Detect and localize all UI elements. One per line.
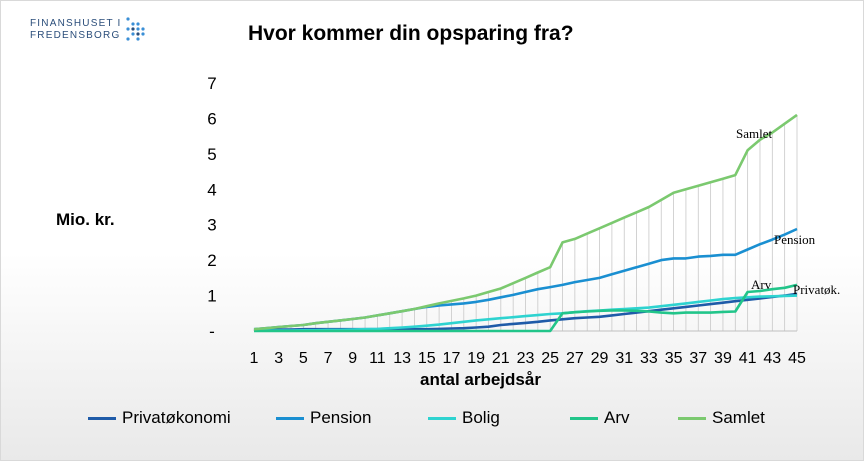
x-tick-label: 1 <box>250 350 259 367</box>
x-tick-label: 9 <box>348 350 357 367</box>
x-tick-label: 5 <box>299 350 308 367</box>
legend-swatch <box>428 416 456 420</box>
legend: Privatøkonomi Pension Bolig Arv Samlet <box>88 408 808 432</box>
y-tick-label: 1 <box>207 287 216 306</box>
company-logo: FINANSHUSET I FREDENSBORG <box>30 17 145 42</box>
x-tick-label: 3 <box>274 350 283 367</box>
x-tick-label: 21 <box>492 350 510 367</box>
legend-swatch <box>88 416 116 420</box>
x-tick-label: 7 <box>324 350 333 367</box>
legend-label: Arv <box>604 408 630 427</box>
y-tick-label: 6 <box>207 109 216 128</box>
x-tick-label: 19 <box>467 350 485 367</box>
chart-title: Hvor kommer din opsparing fra? <box>248 22 574 45</box>
x-tick-label: 11 <box>369 350 386 367</box>
legend-swatch <box>570 416 598 420</box>
x-tick-label: 25 <box>541 350 559 367</box>
x-tick-label: 29 <box>591 350 609 367</box>
legend-swatch <box>678 416 706 420</box>
x-tick-label: 41 <box>739 350 757 367</box>
legend-label: Pension <box>310 408 372 427</box>
y-tick-label: 7 <box>207 74 216 93</box>
x-tick-label: 45 <box>788 350 806 367</box>
x-tick-label: 33 <box>640 350 658 367</box>
x-tick-label: 35 <box>665 350 683 367</box>
vertical-gridlines <box>253 114 798 332</box>
legend-item: Arv <box>570 408 630 428</box>
annotation-label: Samlet <box>736 126 772 141</box>
logo-line-2: FREDENSBORG <box>30 30 121 41</box>
x-tick-label: 13 <box>393 350 411 367</box>
legend-item: Bolig <box>428 408 500 428</box>
x-tick-label: 31 <box>615 350 633 367</box>
x-tick-label: 43 <box>763 350 781 367</box>
legend-swatch <box>276 416 304 420</box>
x-tick-label: 37 <box>689 350 707 367</box>
x-tick-label: 17 <box>443 350 461 367</box>
y-tick-label: - <box>209 322 215 341</box>
logo-dots-icon <box>126 17 145 41</box>
annotation-label: Pension <box>774 232 816 247</box>
legend-label: Samlet <box>712 408 765 427</box>
x-tick-labels: 1 3 5 7 9 11 13 15 17 19 21 23 25 27 29 31 33 35 37 39 41 43 4… <box>250 350 806 367</box>
y-tick-label: 3 <box>207 216 216 235</box>
x-axis-label: antal arbejdsår <box>420 370 541 389</box>
y-tick-label: 2 <box>207 251 216 270</box>
logo-line-1: FINANSHUSET I <box>30 18 122 29</box>
x-tick-label: 27 <box>566 350 584 367</box>
annotation-label: Privatøk. <box>793 282 840 297</box>
legend-item: Privatøkonomi <box>88 408 231 428</box>
y-tick-label: 4 <box>207 180 216 199</box>
legend-label: Bolig <box>462 408 500 427</box>
series-lines <box>253 113 798 333</box>
annotations: Samlet Pension Arv Privatøk. <box>736 126 840 297</box>
x-tick-label: 23 <box>517 350 535 367</box>
y-axis-label: Mio. kr. <box>56 210 115 229</box>
x-tick-label: 39 <box>714 350 732 367</box>
legend-item: Pension <box>276 408 371 428</box>
series-line-samlet <box>253 113 798 331</box>
y-tick-labels: - 1 2 3 4 5 6 7 <box>207 74 216 341</box>
legend-label: Privatøkonomi <box>122 408 231 427</box>
x-tick-label: 15 <box>418 350 436 367</box>
legend-item: Samlet <box>678 408 765 428</box>
annotation-label: Arv <box>751 277 772 292</box>
y-tick-label: 5 <box>207 145 216 164</box>
series-line-arv <box>254 283 798 333</box>
